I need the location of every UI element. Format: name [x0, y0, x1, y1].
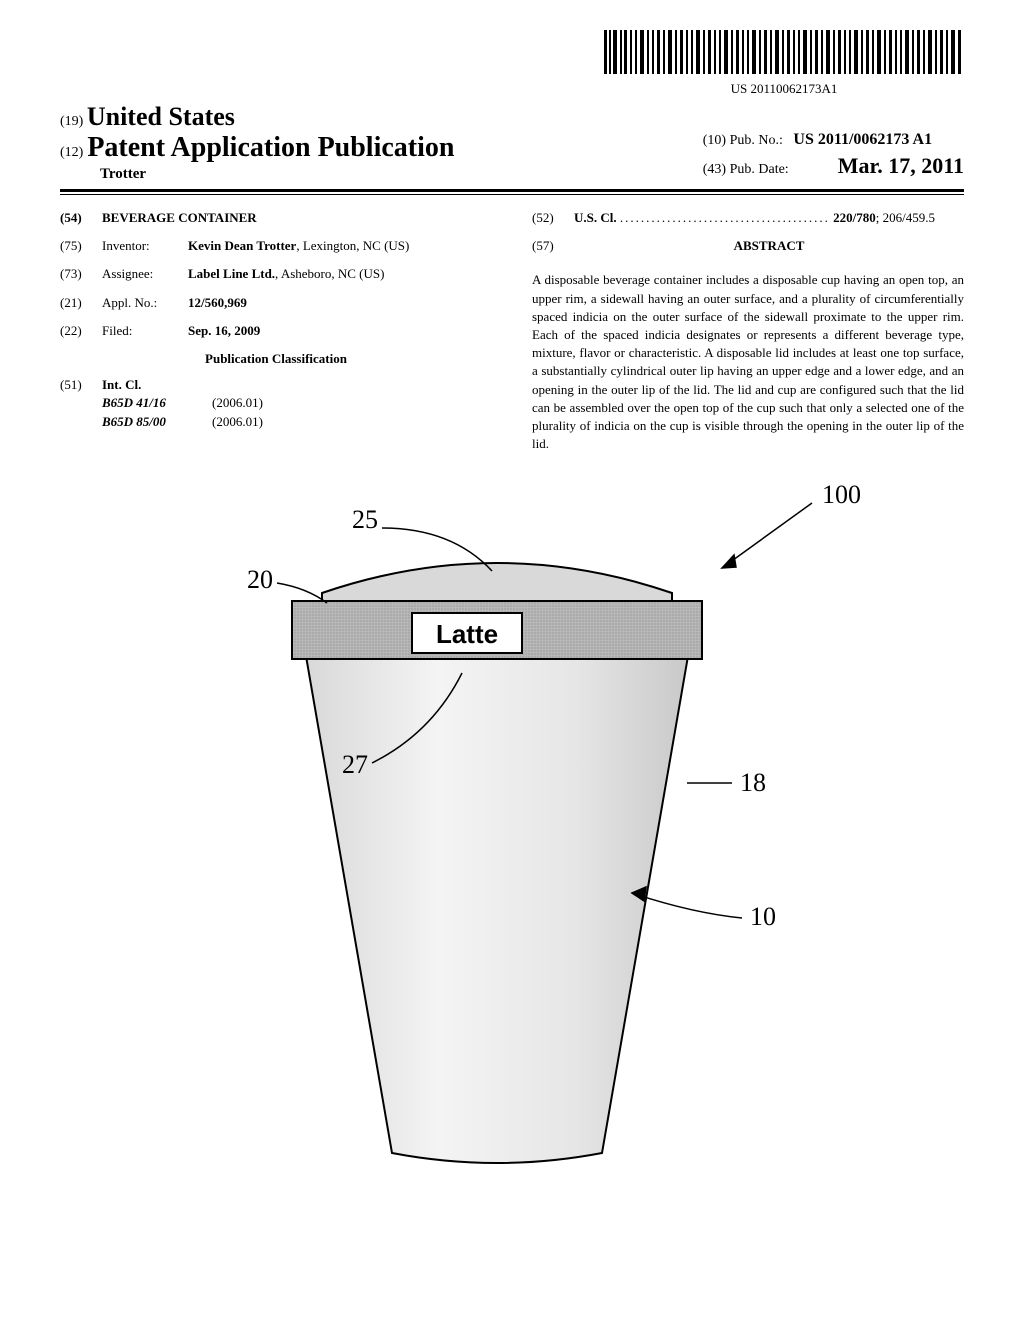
- assignee-label: Assignee:: [102, 265, 188, 283]
- intcl-label: Int. Cl.: [102, 377, 141, 392]
- lid-top: [322, 563, 672, 603]
- header: (19) United States (12) Patent Applicati…: [60, 102, 964, 183]
- country: United States: [87, 102, 235, 131]
- uscl-label: U.S. Cl.: [574, 210, 617, 225]
- pub-date-code: (43): [703, 162, 726, 177]
- uscl-dots: ........................................: [620, 210, 830, 225]
- intcl2-year: (2006.01): [212, 413, 263, 431]
- abstract-heading: ABSTRACT: [574, 237, 964, 255]
- figure-svg: Latte 100 25 20: [132, 473, 892, 1173]
- ref-20: 20: [247, 565, 273, 594]
- figure: Latte 100 25 20: [60, 473, 964, 1173]
- inventor-label: Inventor:: [102, 237, 188, 255]
- barcode-number: US 20110062173A1: [604, 81, 964, 97]
- barcode: US 20110062173A1: [604, 30, 964, 97]
- assignee-loc: , Asheboro, NC (US): [275, 266, 384, 281]
- pub-no: US 2011/0062173 A1: [793, 131, 932, 148]
- intcl2: B65D 85/00: [102, 413, 212, 431]
- biblio-columns: (54) BEVERAGE CONTAINER (75) Inventor: K…: [60, 209, 964, 453]
- pub-date: Mar. 17, 2011: [838, 153, 964, 178]
- intcl-code: (51): [60, 376, 102, 431]
- pub-no-code: (10): [703, 133, 726, 148]
- cup-body: [302, 633, 692, 1163]
- ref-25: 25: [352, 505, 378, 534]
- assignee-code: (73): [60, 265, 102, 283]
- appl-no: 12/560,969: [188, 295, 247, 310]
- intcl1: B65D 41/16: [102, 394, 212, 412]
- filed-code: (22): [60, 322, 102, 340]
- abstract-code: (57): [532, 237, 574, 261]
- inventor-loc: , Lexington, NC (US): [296, 238, 409, 253]
- abstract-text: A disposable beverage container includes…: [532, 271, 964, 453]
- title-code: (54): [60, 209, 102, 227]
- invention-title: BEVERAGE CONTAINER: [102, 209, 492, 227]
- ref-100: 100: [822, 480, 861, 509]
- doc-type-code: (12): [60, 145, 83, 160]
- doc-type: Patent Application Publication: [87, 132, 454, 163]
- appl-label: Appl. No.:: [102, 294, 188, 312]
- filed-date: Sep. 16, 2009: [188, 323, 260, 338]
- left-column: (54) BEVERAGE CONTAINER (75) Inventor: K…: [60, 209, 492, 453]
- inventor-name: Kevin Dean Trotter: [188, 238, 296, 253]
- right-column: (52) U.S. Cl. ..........................…: [532, 209, 964, 453]
- filed-label: Filed:: [102, 322, 188, 340]
- uscl-main: 220/780: [833, 210, 876, 225]
- appl-code: (21): [60, 294, 102, 312]
- pub-date-label: Pub. Date:: [730, 162, 789, 177]
- ref-27: 27: [342, 750, 368, 779]
- inventor-code: (75): [60, 237, 102, 255]
- window-text: Latte: [436, 619, 498, 649]
- assignee-name: Label Line Ltd.: [188, 266, 275, 281]
- barcode-svg: [604, 30, 964, 74]
- pub-no-label: Pub. No.:: [730, 133, 783, 148]
- barcode-block: US 20110062173A1: [60, 30, 964, 98]
- header-divider: [60, 189, 964, 195]
- ref-18: 18: [740, 768, 766, 797]
- author: Trotter: [100, 166, 454, 183]
- country-code: (19): [60, 114, 83, 129]
- uscl-rest: ; 206/459.5: [876, 210, 935, 225]
- intcl1-year: (2006.01): [212, 394, 263, 412]
- ref-10: 10: [750, 902, 776, 931]
- uscl-code: (52): [532, 209, 574, 227]
- pub-classification-heading: Publication Classification: [60, 350, 492, 368]
